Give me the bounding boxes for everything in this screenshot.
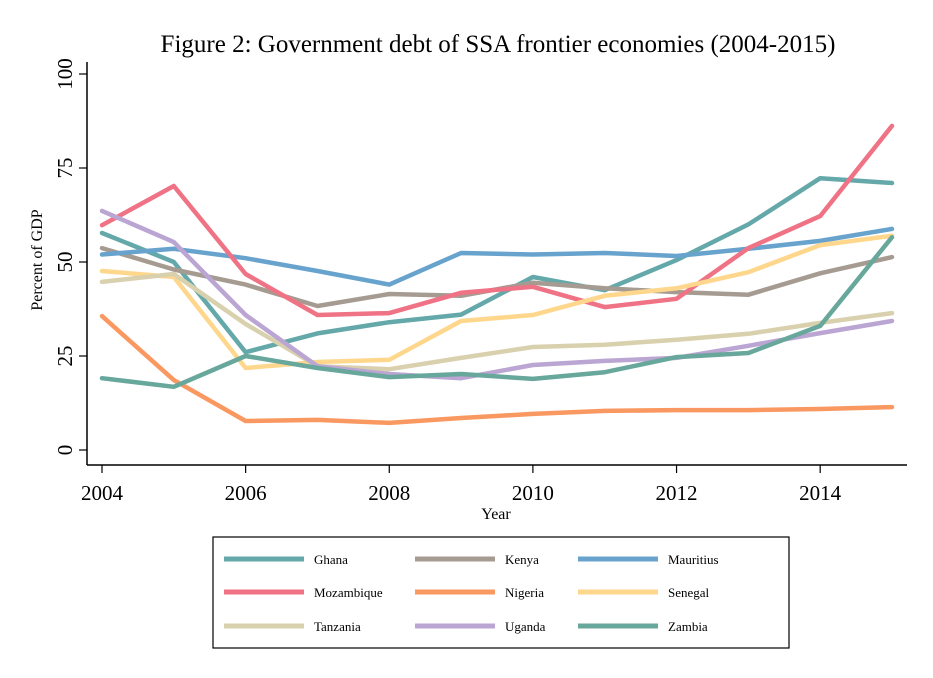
legend-item-mauritius: Mauritius bbox=[578, 552, 719, 567]
legend-label: Nigeria bbox=[505, 585, 544, 600]
legend-box bbox=[212, 536, 790, 649]
legend-label: Mozambique bbox=[314, 585, 383, 600]
y-axis-ticks: 0 25 50 75 100 bbox=[53, 58, 87, 455]
x-axis-ticks: 2004 2006 2008 2010 2012 2014 bbox=[81, 465, 842, 505]
series-line-mozambique bbox=[99, 123, 895, 318]
y-tick-label: 25 bbox=[53, 346, 77, 367]
legend-item-kenya: Kenya bbox=[415, 552, 539, 567]
series-line-ghana bbox=[99, 175, 895, 355]
legend-label: Kenya bbox=[505, 552, 539, 567]
legend: Ghana Kenya Mauritius Mozambique Nigeria Sene… bbox=[224, 552, 719, 634]
legend-label: Mauritius bbox=[668, 552, 719, 567]
legend-item-uganda: Uganda bbox=[415, 619, 546, 634]
plot-area bbox=[99, 123, 895, 426]
x-tick-label: 2014 bbox=[799, 481, 842, 505]
x-tick-label: 2010 bbox=[512, 481, 554, 505]
series-line-zambia bbox=[99, 234, 895, 390]
legend-item-nigeria: Nigeria bbox=[415, 585, 544, 600]
legend-label: Zambia bbox=[668, 619, 708, 634]
legend-label: Ghana bbox=[314, 552, 348, 567]
y-tick-label: 50 bbox=[53, 252, 77, 273]
legend-label: Uganda bbox=[505, 619, 546, 634]
x-tick-label: 2008 bbox=[368, 481, 410, 505]
series-line-nigeria bbox=[99, 313, 895, 426]
legend-item-mozambique: Mozambique bbox=[224, 585, 383, 600]
legend-label: Tanzania bbox=[314, 619, 361, 634]
x-tick-label: 2006 bbox=[225, 481, 267, 505]
y-axis-title: Percent of GDP bbox=[29, 209, 46, 310]
legend-item-senegal: Senegal bbox=[578, 585, 710, 600]
series-line-senegal bbox=[99, 233, 895, 371]
series-line-uganda bbox=[99, 208, 895, 381]
legend-label: Senegal bbox=[668, 585, 710, 600]
legend-item-ghana: Ghana bbox=[224, 552, 348, 567]
chart-title: Figure 2: Government debt of SSA frontie… bbox=[161, 31, 836, 58]
y-tick-label: 100 bbox=[53, 58, 77, 90]
legend-item-tanzania: Tanzania bbox=[224, 619, 361, 634]
y-tick-label: 75 bbox=[53, 158, 77, 179]
x-tick-label: 2004 bbox=[81, 481, 124, 505]
legend-item-zambia: Zambia bbox=[578, 619, 708, 634]
x-tick-label: 2012 bbox=[656, 481, 698, 505]
x-axis-title: Year bbox=[481, 506, 511, 523]
y-tick-label: 0 bbox=[53, 445, 77, 456]
series-line-tanzania bbox=[99, 271, 895, 372]
